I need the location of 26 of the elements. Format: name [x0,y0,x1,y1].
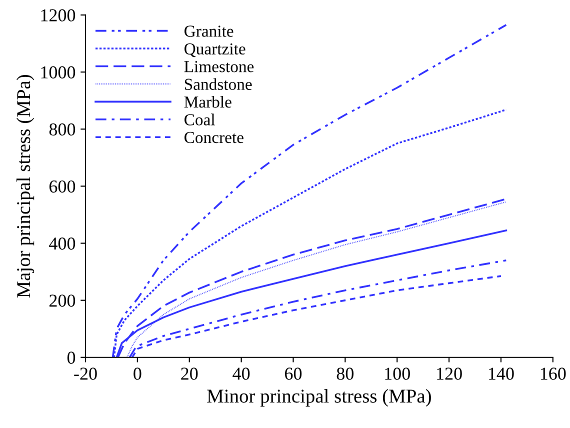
legend-label: Sandstone [184,78,252,90]
x-tick-label: 100 [385,368,410,380]
y-axis-title: Major principal stress (MPa) [16,74,34,298]
x-axis-title: Minor principal stress (MPa) [207,389,431,407]
x-tick-label: 140 [489,368,514,380]
x-tick-label: 20 [181,368,198,380]
legend-label: Concrete [184,132,244,144]
x-tick-label: -20 [74,368,97,380]
y-tick-label: 0 [67,352,76,364]
y-tick-label: 400 [49,238,76,250]
legend-label: Coal [184,114,215,126]
legend-label: Quartzite [184,43,246,58]
legend-label: Marble [184,96,232,108]
y-tick-label: 800 [49,123,76,136]
y-tick-label: 1000 [41,66,76,78]
x-tick-label: 60 [284,368,302,380]
y-tick-label: 600 [49,180,76,193]
y-tick-label: 200 [49,294,76,307]
x-tick-label: 160 [540,368,566,380]
y-tick-label: 1200 [41,9,76,22]
x-tick-label: 40 [232,368,250,380]
legend-label: Granite [184,26,234,37]
x-tick-label: 80 [336,368,354,380]
legend-label: Limestone [184,61,254,72]
x-tick-label: 120 [437,368,462,380]
x-tick-label: 0 [134,368,142,380]
